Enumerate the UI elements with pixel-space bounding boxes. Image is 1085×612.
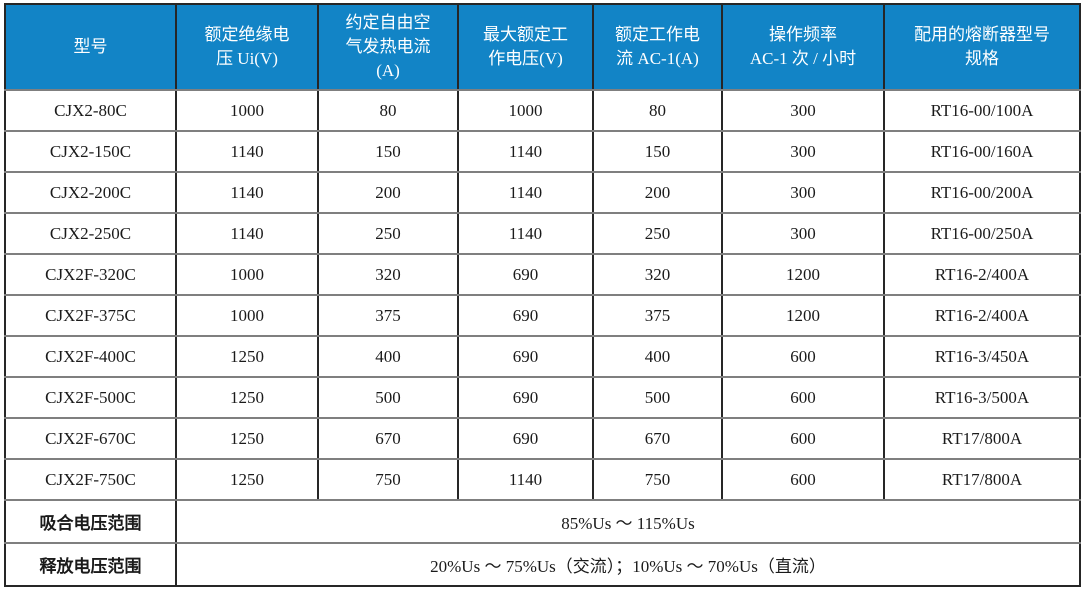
value-cell: 1140 [457,130,594,173]
value-cell: 1250 [175,417,319,460]
value-cell: 600 [721,458,885,501]
value-cell: 1200 [721,253,885,296]
value-cell: 690 [457,335,594,378]
footer-row-pickup-voltage: 吸合电压范围 85%Us ～ 115%Us [4,499,1081,544]
value-cell: 670 [317,417,459,460]
value-cell: 690 [457,253,594,296]
model-cell: CJX2F-375C [4,294,177,337]
page: 型号 额定绝缘电 压 Ui(V) 约定自由空 气发热电流 (A) 最大额定工 作… [4,3,1081,587]
table-row: CJX2F-500C 1250 500 690 500 600 RT16-3/500A [4,376,1081,419]
value-cell: 500 [592,376,723,419]
value-cell: 80 [317,89,459,132]
value-cell: 250 [317,212,459,255]
model-cell: CJX2F-750C [4,458,177,501]
footer-row-release-voltage: 释放电压范围 20%Us ～ 75%Us（交流）；10%Us ～ 70%Us（直… [4,542,1081,587]
column-header-free-air-thermal-current: 约定自由空 气发热电流 (A) [317,3,459,91]
model-cell: CJX2F-400C [4,335,177,378]
value-cell: RT16-00/250A [883,212,1081,255]
value-cell: 400 [317,335,459,378]
column-header-operating-frequency: 操作频率 AC-1 次 / 小时 [721,3,885,91]
value-cell: 320 [592,253,723,296]
table-row: CJX2-80C 1000 80 1000 80 300 RT16-00/100A [4,89,1081,132]
value-cell: 150 [592,130,723,173]
value-cell: 500 [317,376,459,419]
value-cell: 600 [721,335,885,378]
value-cell: 300 [721,89,885,132]
value-cell: 200 [592,171,723,214]
footer-label-pickup-voltage-range: 吸合电压范围 [4,499,177,544]
value-cell: RT16-2/400A [883,253,1081,296]
model-cell: CJX2F-500C [4,376,177,419]
value-cell: 1140 [175,171,319,214]
value-cell: 1250 [175,335,319,378]
value-cell: 250 [592,212,723,255]
model-cell: CJX2F-320C [4,253,177,296]
value-cell: 1000 [175,253,319,296]
model-cell: CJX2-150C [4,130,177,173]
table-header: 型号 额定绝缘电 压 Ui(V) 约定自由空 气发热电流 (A) 最大额定工 作… [4,3,1081,91]
value-cell: 400 [592,335,723,378]
value-cell: 1140 [175,212,319,255]
value-cell: 80 [592,89,723,132]
value-cell: 1250 [175,376,319,419]
value-cell: RT16-00/100A [883,89,1081,132]
value-cell: 670 [592,417,723,460]
column-header-model: 型号 [4,3,177,91]
value-cell: RT16-3/500A [883,376,1081,419]
value-cell: 300 [721,212,885,255]
table-row: CJX2-200C 1140 200 1140 200 300 RT16-00/200A [4,171,1081,214]
value-cell: 1140 [457,212,594,255]
value-cell: 320 [317,253,459,296]
value-cell: 750 [592,458,723,501]
table-row: CJX2F-400C 1250 400 690 400 600 RT16-3/450A [4,335,1081,378]
value-cell: 690 [457,376,594,419]
model-cell: CJX2-80C [4,89,177,132]
value-cell: 1140 [175,130,319,173]
value-cell: RT17/800A [883,417,1081,460]
table-row: CJX2F-320C 1000 320 690 320 1200 RT16-2/400A [4,253,1081,296]
footer-label-release-voltage-range: 释放电压范围 [4,542,177,587]
contactor-spec-table: 型号 额定绝缘电 压 Ui(V) 约定自由空 气发热电流 (A) 最大额定工 作… [4,3,1081,587]
value-cell: RT16-2/400A [883,294,1081,337]
value-cell: 200 [317,171,459,214]
value-cell: 1200 [721,294,885,337]
table-row: CJX2-150C 1140 150 1140 150 300 RT16-00/160A [4,130,1081,173]
column-header-rated-working-current-ac1: 额定工作电 流 AC-1(A) [592,3,723,91]
value-cell: RT16-3/450A [883,335,1081,378]
table-row: CJX2F-750C 1250 750 1140 750 600 RT17/800A [4,458,1081,501]
value-cell: 1000 [457,89,594,132]
value-cell: 1250 [175,458,319,501]
table-footer: 吸合电压范围 85%Us ～ 115%Us 释放电压范围 20%Us ～ 75%… [4,499,1081,587]
footer-value-pickup-voltage-range: 85%Us ～ 115%Us [175,499,1081,544]
value-cell: 150 [317,130,459,173]
value-cell: 1000 [175,89,319,132]
value-cell: 300 [721,130,885,173]
table-body: CJX2-80C 1000 80 1000 80 300 RT16-00/100A CJX2-… [4,89,1081,501]
value-cell: 1140 [457,171,594,214]
header-row: 型号 额定绝缘电 压 Ui(V) 约定自由空 气发热电流 (A) 最大额定工 作… [4,3,1081,91]
value-cell: 690 [457,294,594,337]
value-cell: 600 [721,417,885,460]
value-cell: 750 [317,458,459,501]
model-cell: CJX2-200C [4,171,177,214]
footer-value-release-voltage-range: 20%Us ～ 75%Us（交流）；10%Us ～ 70%Us（直流） [175,542,1081,587]
value-cell: RT16-00/200A [883,171,1081,214]
value-cell: RT16-00/160A [883,130,1081,173]
value-cell: RT17/800A [883,458,1081,501]
value-cell: 300 [721,171,885,214]
value-cell: 1000 [175,294,319,337]
column-header-fuse-model-spec: 配用的熔断器型号 规格 [883,3,1081,91]
column-header-max-rated-working-voltage: 最大额定工 作电压(V) [457,3,594,91]
column-header-rated-insulation-voltage: 额定绝缘电 压 Ui(V) [175,3,319,91]
model-cell: CJX2F-670C [4,417,177,460]
value-cell: 375 [317,294,459,337]
model-cell: CJX2-250C [4,212,177,255]
table-row: CJX2-250C 1140 250 1140 250 300 RT16-00/250A [4,212,1081,255]
value-cell: 1140 [457,458,594,501]
value-cell: 375 [592,294,723,337]
table-row: CJX2F-375C 1000 375 690 375 1200 RT16-2/400A [4,294,1081,337]
table-row: CJX2F-670C 1250 670 690 670 600 RT17/800A [4,417,1081,460]
value-cell: 600 [721,376,885,419]
value-cell: 690 [457,417,594,460]
